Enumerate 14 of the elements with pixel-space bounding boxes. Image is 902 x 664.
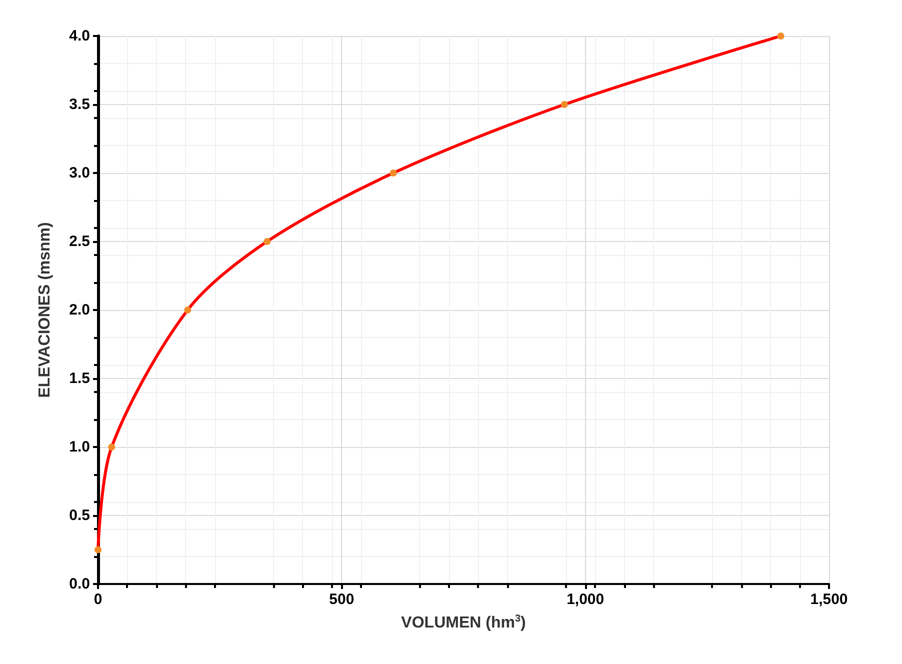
x-tick-label: 500 — [329, 591, 354, 608]
y-tick-label: 2.0 — [69, 302, 90, 318]
x-tick-label: 1,000 — [566, 591, 604, 608]
y-tick-label: 3.5 — [69, 96, 90, 113]
x-tick-label: 0 — [94, 591, 102, 608]
y-tick-label: 1.5 — [69, 370, 90, 387]
y-tick-label: 1.0 — [69, 438, 90, 456]
y-axis-title: ELEVACIONES (msnm) — [36, 222, 54, 398]
y-tick-label: 2.5 — [69, 233, 90, 250]
y-tick-label: 3.0 — [69, 164, 90, 182]
y-tick-label: 0.0 — [69, 576, 90, 592]
y-tick-label: 4.0 — [69, 28, 90, 44]
y-tick-label: 0.5 — [69, 507, 90, 524]
x-tick-label: 1,500 — [810, 591, 848, 608]
